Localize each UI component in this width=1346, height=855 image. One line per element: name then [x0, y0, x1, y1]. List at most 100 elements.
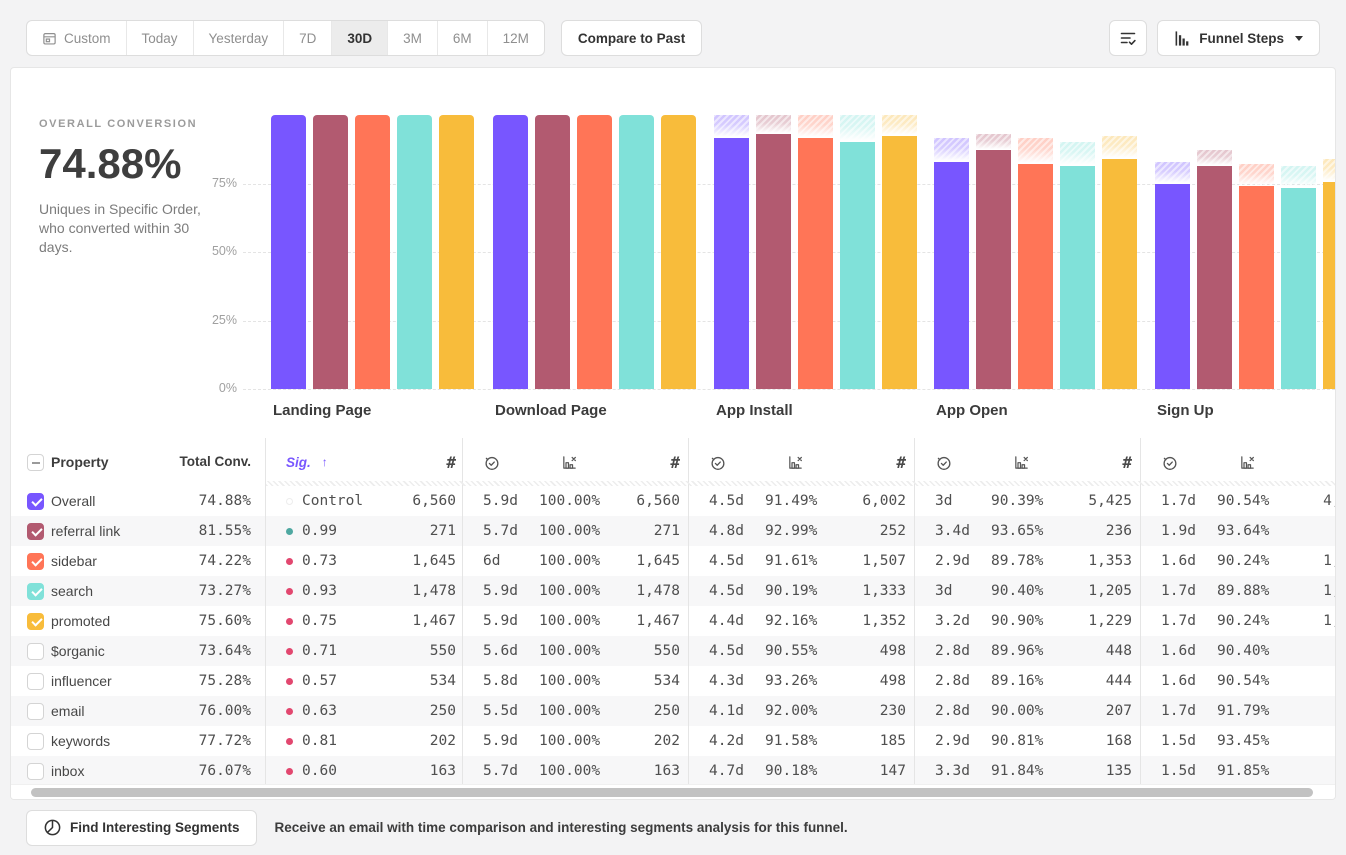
footer-message: Receive an email with time comparison an…: [274, 820, 848, 835]
funnel-bar[interactable]: [976, 150, 1011, 389]
count-column-header[interactable]: #: [611, 438, 689, 486]
row-checkbox[interactable]: [27, 552, 44, 570]
count-column-header[interactable]: #: [1289, 438, 1335, 486]
row-checkbox[interactable]: [27, 762, 44, 780]
row-checkbox[interactable]: [27, 612, 44, 630]
count-column-header[interactable]: #: [837, 438, 915, 486]
date-range-yesterday[interactable]: Yesterday: [192, 21, 284, 55]
row-checkbox[interactable]: [27, 582, 44, 600]
y-axis-tick-label: 0%: [218, 381, 237, 395]
footer-bar: Find Interesting Segments Receive an ema…: [0, 800, 1346, 855]
funnel-bar[interactable]: [535, 115, 570, 389]
funnel-bar[interactable]: [271, 115, 306, 389]
conversion-rate: 90.54%: [1217, 673, 1270, 689]
conversion-rate-column-header[interactable]: [979, 438, 1063, 486]
funnel-bar[interactable]: [661, 115, 696, 389]
count-column-header[interactable]: #: [384, 438, 463, 486]
time-to-convert-column-header[interactable]: [1141, 438, 1205, 486]
date-range-today[interactable]: Today: [125, 21, 193, 55]
funnel-bar[interactable]: [1155, 183, 1190, 389]
funnel-bar[interactable]: [1102, 159, 1137, 389]
funnel-bar-dropoff: [1018, 137, 1053, 164]
table-row: $organic 73.64% 0.71 550 5.6d 100.00% 550 4.5d 9…: [11, 636, 1335, 666]
property-name: promoted: [51, 613, 111, 629]
time-to-convert-column-header[interactable]: [915, 438, 979, 486]
time-to-convert: 4.7d: [709, 763, 744, 779]
conversion-rate-column-header[interactable]: [753, 438, 837, 486]
significance-column-header[interactable]: Sig. ↑: [266, 438, 384, 486]
funnel-bar-dropoff: [934, 138, 969, 163]
funnel-bar[interactable]: [493, 115, 528, 389]
date-range-12m[interactable]: 12M: [486, 21, 544, 55]
time-to-convert: 4.8d: [709, 523, 744, 539]
conversion-rate-column-header[interactable]: [527, 438, 611, 486]
funnel-bar[interactable]: [577, 115, 612, 389]
time-to-convert: 1.6d: [1161, 553, 1196, 569]
step-count: 1,352: [862, 613, 906, 629]
row-checkbox[interactable]: [27, 672, 44, 690]
funnel-bar[interactable]: [439, 115, 474, 389]
metrics-list-button[interactable]: [1109, 20, 1148, 56]
time-to-convert: 5.9d: [483, 493, 518, 509]
filter-list-check-icon: [1119, 29, 1137, 47]
step-count: 271: [653, 523, 680, 539]
funnel-bar-dropoff: [976, 134, 1011, 151]
funnel-bar[interactable]: [1239, 185, 1274, 389]
row-checkbox[interactable]: [27, 642, 44, 660]
time-to-convert: 2.8d: [935, 643, 970, 659]
step-count: 163: [429, 763, 456, 779]
property-name: search: [51, 583, 94, 599]
funnel-bar[interactable]: [1323, 181, 1335, 389]
conversion-rate-column-header[interactable]: [1205, 438, 1289, 486]
funnel-bar-dropoff: [1197, 150, 1232, 166]
date-range-30d[interactable]: 30D: [331, 21, 388, 55]
conversion-rate: 90.40%: [1217, 643, 1270, 659]
funnel-bar[interactable]: [1281, 188, 1316, 389]
conversion-rate: 90.55%: [765, 643, 818, 659]
date-range-custom[interactable]: Custom: [27, 21, 126, 55]
count-column-header[interactable]: #: [1063, 438, 1141, 486]
row-checkbox[interactable]: [27, 732, 44, 750]
date-range-3m[interactable]: 3M: [387, 21, 437, 55]
time-to-convert-column-header[interactable]: [689, 438, 753, 486]
funnel-bar[interactable]: [1018, 163, 1053, 389]
time-to-convert-icon: [483, 454, 500, 471]
funnel-bar[interactable]: [619, 115, 654, 389]
time-to-convert-column-header[interactable]: [463, 438, 527, 486]
step-count: 1,333: [862, 583, 906, 599]
funnel-bar[interactable]: [840, 141, 875, 389]
horizontal-scrollbar[interactable]: [31, 788, 1313, 797]
funnel-bar[interactable]: [714, 138, 749, 389]
significance-dot: [286, 677, 293, 685]
significance-value: 0.99: [302, 523, 337, 539]
funnel-bar[interactable]: [313, 115, 348, 389]
find-interesting-segments-button[interactable]: Find Interesting Segments: [26, 809, 257, 846]
step-count: 202: [653, 733, 680, 749]
row-checkbox[interactable]: [27, 522, 44, 540]
funnel-bar[interactable]: [798, 137, 833, 389]
compare-to-past-button[interactable]: Compare to Past: [560, 20, 703, 56]
time-to-convert: 3.2d: [935, 613, 970, 629]
funnel-bar[interactable]: [882, 136, 917, 389]
time-to-convert: 4.5d: [709, 493, 744, 509]
date-range-6m[interactable]: 6M: [436, 21, 487, 55]
funnel-bar[interactable]: [1197, 165, 1232, 389]
funnel-bar[interactable]: [1060, 165, 1095, 389]
funnel-bar[interactable]: [934, 162, 969, 389]
chart-type-button[interactable]: Funnel Steps: [1157, 20, 1320, 56]
funnel-bar[interactable]: [397, 115, 432, 389]
funnel-bar[interactable]: [756, 134, 791, 389]
date-range-7d[interactable]: 7D: [283, 21, 331, 55]
time-to-convert: 5.8d: [483, 673, 518, 689]
significance-dot: [286, 647, 293, 655]
funnel-bar[interactable]: [355, 115, 390, 389]
row-checkbox[interactable]: [27, 702, 44, 720]
funnel-bar-dropoff: [1155, 162, 1190, 184]
funnel-step-label: App Open: [936, 402, 1008, 419]
select-all-checkbox[interactable]: [27, 453, 44, 471]
total-conversion-value: 73.27%: [198, 583, 251, 599]
property-name: sidebar: [51, 553, 97, 569]
row-checkbox[interactable]: [27, 492, 44, 510]
date-range-label: 7D: [299, 30, 317, 46]
time-to-convert: 5.9d: [483, 583, 518, 599]
